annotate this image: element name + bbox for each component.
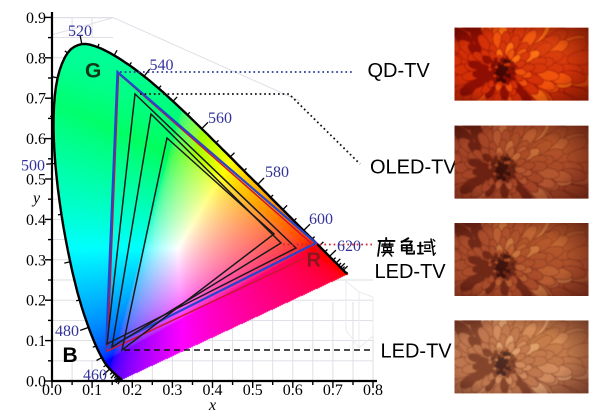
svg-text:LED-TV: LED-TV <box>375 261 447 283</box>
svg-text:0.5: 0.5 <box>243 382 263 399</box>
svg-text:R: R <box>307 250 322 272</box>
svg-text:0.3: 0.3 <box>26 252 46 269</box>
svg-text:0.6: 0.6 <box>26 131 46 148</box>
svg-text:x: x <box>208 397 216 414</box>
svg-text:620: 620 <box>337 238 361 255</box>
svg-text:0.0: 0.0 <box>26 374 46 391</box>
svg-text:0.3: 0.3 <box>162 382 182 399</box>
svg-text:0.9: 0.9 <box>26 10 46 27</box>
svg-text:0.1: 0.1 <box>26 333 46 350</box>
svg-text:0.5: 0.5 <box>26 172 46 189</box>
svg-text:500: 500 <box>21 158 45 175</box>
svg-text:0.2: 0.2 <box>26 293 46 310</box>
svg-text:0.4: 0.4 <box>26 212 46 229</box>
svg-text:540: 540 <box>150 57 174 74</box>
svg-text:0.6: 0.6 <box>283 382 303 399</box>
svg-text:G: G <box>85 60 101 83</box>
svg-text:480: 480 <box>55 323 79 340</box>
svg-text:0.8: 0.8 <box>363 382 383 399</box>
svg-text:OLED-TV: OLED-TV <box>370 157 457 179</box>
svg-text:QD-TV: QD-TV <box>368 60 431 82</box>
svg-text:600: 600 <box>309 211 333 228</box>
svg-text:0.0: 0.0 <box>42 382 62 399</box>
svg-text:0.8: 0.8 <box>26 50 46 67</box>
svg-text:0.7: 0.7 <box>26 91 46 108</box>
svg-text:B: B <box>63 344 78 367</box>
svg-text:580: 580 <box>265 164 289 181</box>
svg-text:0.1: 0.1 <box>82 382 102 399</box>
svg-text:560: 560 <box>208 110 232 127</box>
svg-text:LED-TV: LED-TV <box>381 341 453 363</box>
svg-text:520: 520 <box>68 23 92 40</box>
svg-text:0.4: 0.4 <box>203 382 223 399</box>
svg-text:0.2: 0.2 <box>122 382 142 399</box>
svg-text:0.7: 0.7 <box>323 382 343 399</box>
svg-text:y: y <box>31 190 41 207</box>
svg-text:460: 460 <box>83 367 107 384</box>
